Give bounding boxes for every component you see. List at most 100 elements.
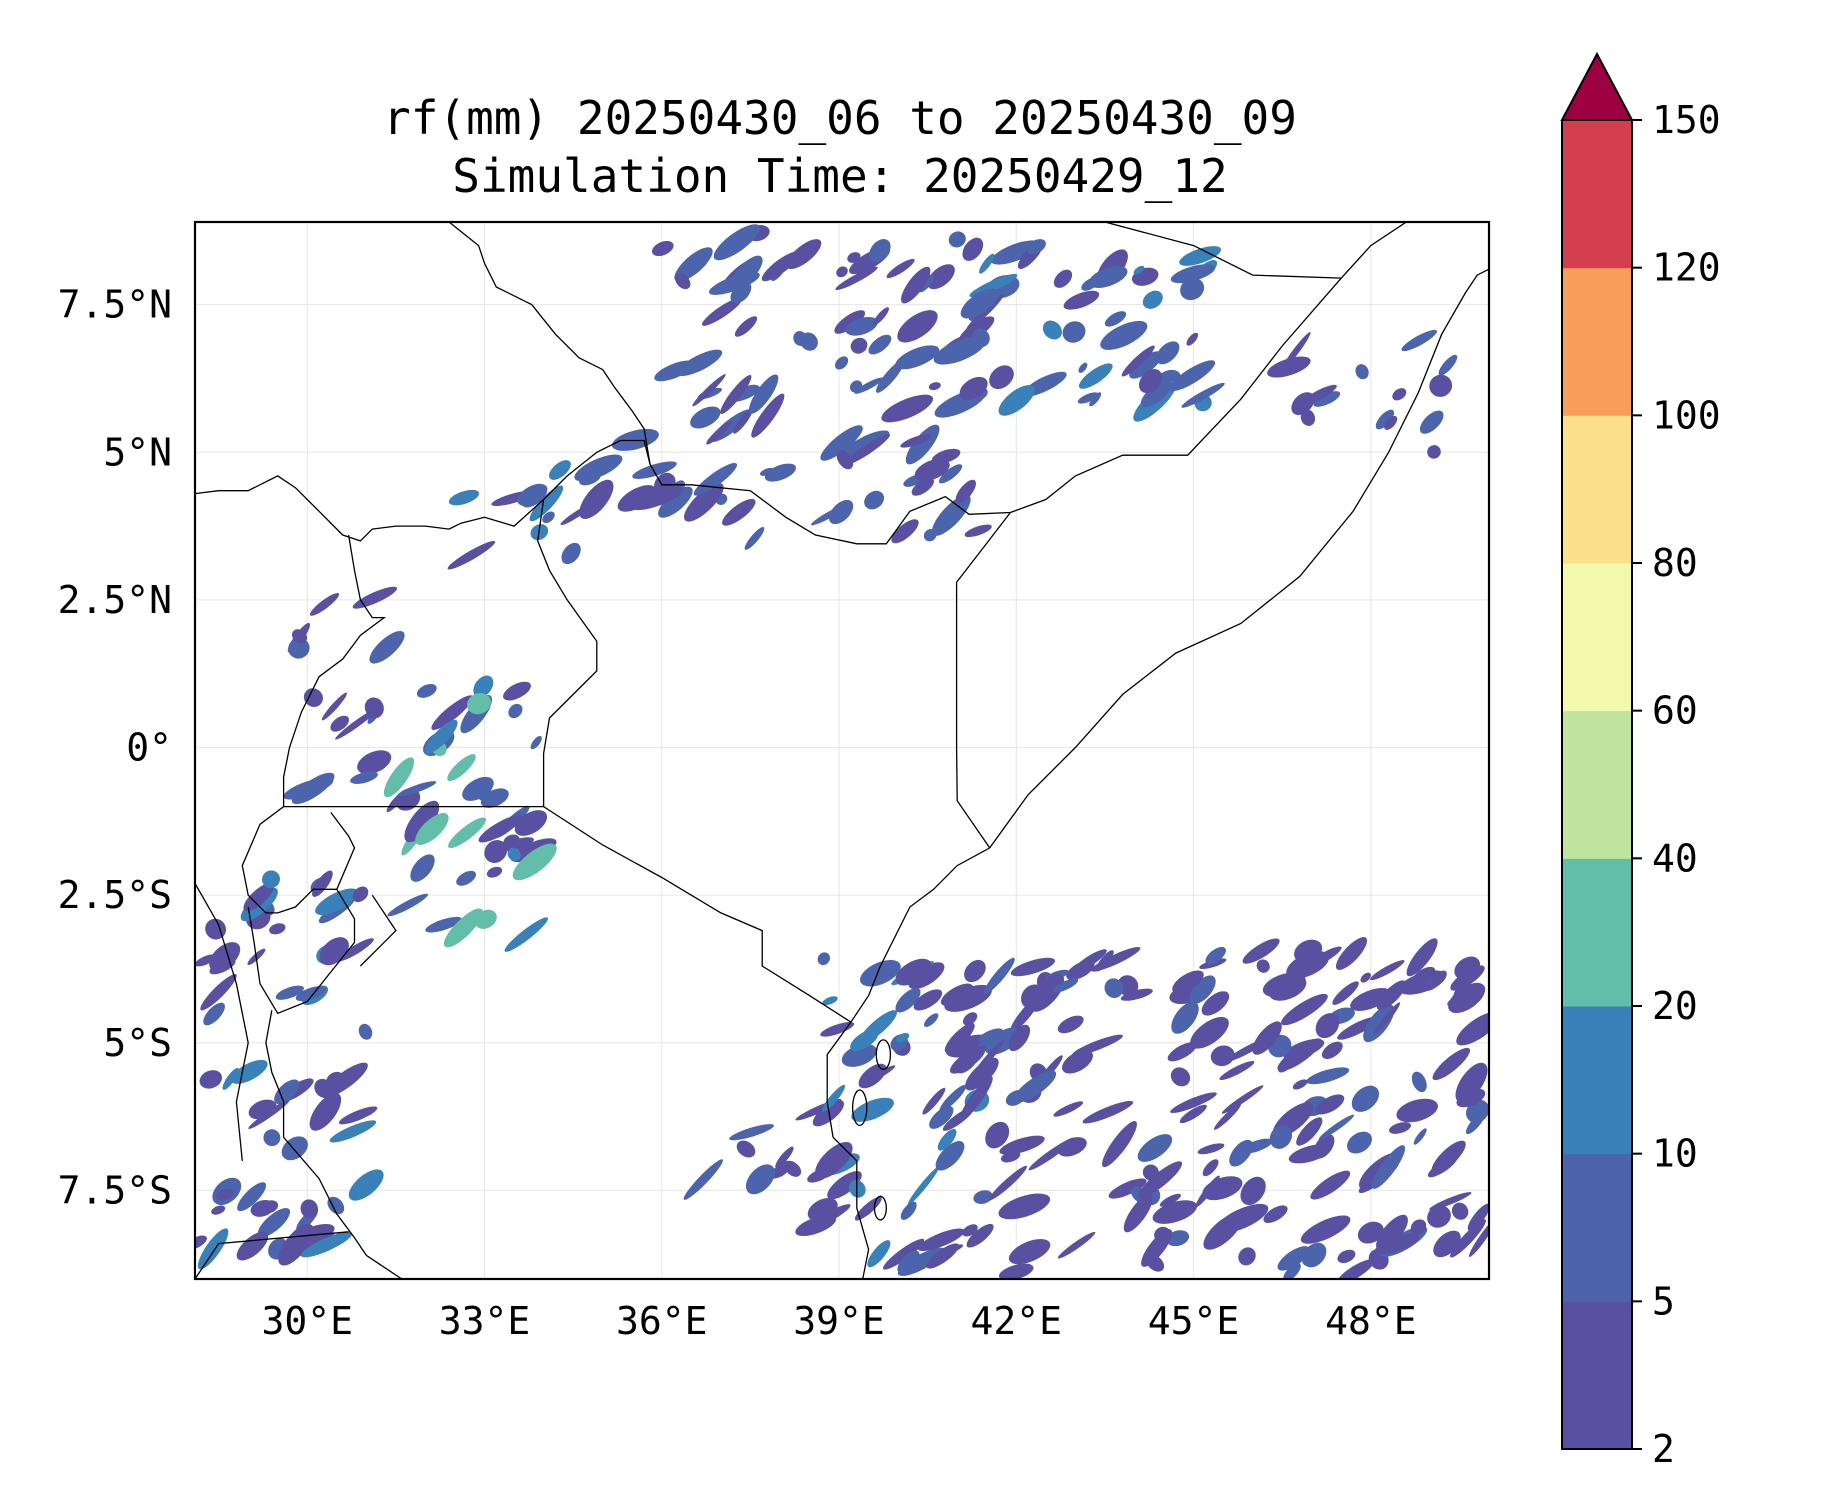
rain-blob [579,472,601,486]
rain-blob [561,542,581,565]
rain-blob [1240,1176,1266,1206]
rain-blob [1131,267,1159,286]
rain-blob [962,237,984,261]
rain-blob [692,374,726,407]
rain-blob [1077,392,1099,404]
rain-blob [1432,1047,1471,1081]
rain-blob [1410,966,1436,988]
rain-blob [849,380,863,393]
border-line [265,1010,403,1279]
rain-blob [835,266,878,291]
rain-blob [1360,972,1371,983]
rain-blob [1197,1143,1225,1155]
rain-blob [929,1106,954,1129]
rain-blob [938,464,963,484]
rain-blob [357,750,392,775]
rain-blob [730,281,752,304]
rain-blob [288,637,310,659]
rain-blob [1283,1263,1301,1279]
rain-blob [1357,1221,1384,1244]
rain-blob [369,631,405,664]
colorbar-tick-label: 10 [1652,1132,1698,1176]
rain-blob [1376,980,1407,1011]
rain-blob [1100,320,1148,350]
rain-blob [795,1215,837,1237]
rain-blob [1300,409,1316,426]
rain-blob [1332,981,1359,1005]
rain-blob [900,266,931,304]
rain-blob [847,252,861,263]
rain-blob [1410,1219,1427,1235]
rain-blob [327,1196,345,1215]
rain-blob [964,524,992,538]
rain-blob [730,255,763,289]
x-tick-label: 36°E [616,1299,708,1343]
rain-blob [923,528,937,542]
rain-blob [1292,1079,1308,1090]
rain-blob [1172,970,1204,994]
rain-blob [1057,1015,1084,1034]
rain-blob [1010,957,1055,977]
rain-blob [295,986,327,1002]
rain-blob [836,266,848,278]
rain-blob [443,908,483,948]
rain-blob [484,840,508,863]
rain-blob [1138,369,1163,394]
rain-blob [867,1240,891,1268]
rain-blob [1374,1233,1420,1254]
rain-blob [257,1208,291,1238]
rain-blob [1120,988,1153,1001]
colorbar-tick-label: 120 [1652,246,1721,290]
y-tick-label: 7.5°N [58,283,172,327]
rain-blob [1465,1111,1486,1135]
rain-blob [965,294,1004,332]
rain-blob [868,334,892,355]
rain-blob [1142,290,1163,309]
rain-blob [1291,392,1315,415]
rain-blob [836,450,854,470]
rain-blob [447,754,476,782]
rain-blob [736,1140,756,1158]
rain-blob [844,433,891,466]
rain-blob [1281,993,1328,1026]
rain-blob [1450,1219,1486,1258]
rain-blob [1321,1041,1343,1059]
y-tick-label: 2.5°S [58,873,172,917]
rain-blob [309,593,340,616]
border-line [359,894,397,967]
rain-blob [415,813,449,845]
rain-blob [989,365,1014,390]
rain-blob [1351,1085,1380,1112]
rain-blob [683,483,724,522]
rain-blob [1062,321,1086,343]
rain-blob [1169,360,1216,392]
island-outline [875,1039,892,1071]
rain-blob [872,307,889,326]
rain-blob [859,1010,897,1044]
rain-blob [275,985,304,1000]
rain-blob [917,1228,965,1252]
map-frame [193,220,1491,1281]
rain-blob [820,1021,855,1037]
colorbar-tick-label: 2 [1652,1427,1675,1471]
rain-blob [764,463,797,482]
border-line [282,534,387,807]
rain-blob [312,870,333,897]
rain-blob [886,258,915,279]
rain-blob [350,771,378,784]
y-tick-label: 7.5°S [58,1168,172,1212]
rain-blob [1371,1145,1406,1189]
rain-blob [514,810,548,836]
colorbar-tick-label: 150 [1652,98,1721,142]
rain-blob [209,958,236,975]
rain-blob [729,1124,775,1141]
rain-blob [243,882,275,912]
rain-blob [1219,1060,1255,1081]
rain-blob [960,288,999,319]
rain-blob [504,917,549,952]
rain-blob [928,382,941,391]
rain-blob [1363,1004,1395,1043]
rain-blob [876,359,905,393]
rain-blob [1411,1071,1427,1093]
rain-blob [1029,973,1065,1012]
